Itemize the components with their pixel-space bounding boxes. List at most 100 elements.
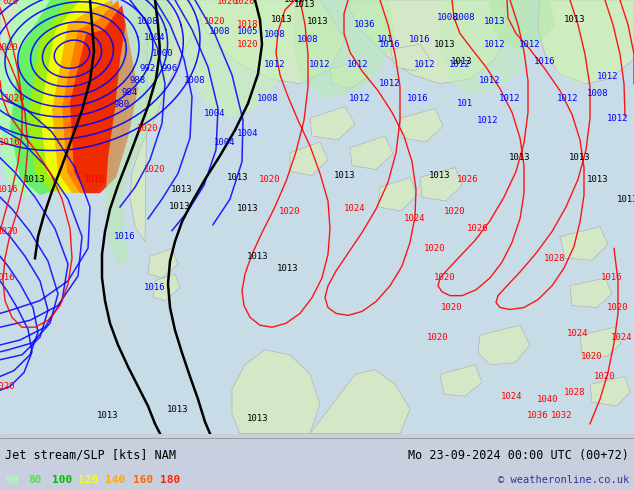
Text: 1016: 1016 — [407, 94, 429, 103]
Polygon shape — [400, 108, 443, 142]
Text: 1028: 1028 — [564, 388, 586, 397]
Text: 1013: 1013 — [564, 15, 586, 24]
Text: 1004: 1004 — [204, 109, 226, 118]
Text: 1020: 1020 — [237, 40, 259, 49]
Text: 1013: 1013 — [237, 204, 259, 214]
Text: 1018: 1018 — [237, 20, 259, 29]
Text: 1012: 1012 — [347, 60, 369, 69]
Polygon shape — [580, 327, 621, 357]
Text: 1013: 1013 — [247, 252, 269, 261]
Text: 1013: 1013 — [277, 264, 299, 272]
Polygon shape — [378, 177, 417, 211]
Polygon shape — [420, 168, 462, 201]
Text: 1020: 1020 — [4, 94, 26, 103]
Polygon shape — [390, 45, 430, 71]
Polygon shape — [195, 0, 345, 84]
Text: 1012: 1012 — [264, 60, 286, 69]
Text: 1013: 1013 — [271, 15, 293, 24]
Polygon shape — [290, 142, 328, 175]
Text: 1013: 1013 — [247, 415, 269, 423]
Polygon shape — [0, 0, 85, 79]
Polygon shape — [293, 0, 395, 98]
Text: 1024: 1024 — [567, 329, 589, 338]
Text: 1016: 1016 — [410, 35, 430, 44]
Text: 1016: 1016 — [0, 138, 21, 147]
Polygon shape — [28, 0, 115, 192]
Text: 1013: 1013 — [484, 17, 506, 26]
Text: 1020: 1020 — [424, 244, 446, 253]
Polygon shape — [560, 227, 608, 260]
Polygon shape — [180, 0, 295, 118]
Text: 1013: 1013 — [284, 0, 306, 4]
Text: 1012: 1012 — [309, 60, 331, 69]
Text: 988: 988 — [130, 76, 146, 85]
Polygon shape — [40, 0, 122, 193]
Polygon shape — [440, 0, 535, 95]
Text: 1020: 1020 — [204, 17, 226, 26]
Text: 120: 120 — [78, 475, 98, 485]
Polygon shape — [153, 274, 180, 300]
Polygon shape — [0, 0, 100, 197]
Text: 1012: 1012 — [349, 94, 371, 103]
Text: 80: 80 — [28, 475, 41, 485]
Text: 1012: 1012 — [597, 73, 619, 81]
Text: 1008: 1008 — [257, 94, 279, 103]
Text: 1016: 1016 — [601, 273, 623, 282]
Text: 1016: 1016 — [0, 185, 19, 194]
Text: 1020: 1020 — [234, 0, 256, 6]
Text: 1013: 1013 — [618, 195, 634, 203]
Text: 1008: 1008 — [297, 35, 319, 44]
Text: 1020: 1020 — [594, 372, 616, 381]
Text: 1026: 1026 — [457, 175, 479, 184]
Text: 1012: 1012 — [607, 114, 629, 123]
Text: 1008: 1008 — [137, 17, 158, 26]
Polygon shape — [105, 0, 175, 266]
Text: 1008: 1008 — [264, 30, 286, 39]
Text: 1008: 1008 — [454, 13, 476, 22]
Text: 1008: 1008 — [184, 76, 206, 85]
Text: 1020: 1020 — [0, 382, 16, 391]
Polygon shape — [440, 365, 482, 396]
Polygon shape — [62, 0, 133, 193]
Text: 1016: 1016 — [0, 273, 16, 282]
Text: 1012: 1012 — [557, 94, 579, 103]
Text: 1012: 1012 — [414, 60, 436, 69]
Text: 1013: 1013 — [569, 153, 591, 162]
Polygon shape — [310, 369, 410, 434]
Text: 1040: 1040 — [537, 394, 559, 404]
Text: 1013: 1013 — [167, 405, 189, 414]
Polygon shape — [130, 0, 200, 242]
Text: 1020: 1020 — [444, 207, 466, 217]
Text: 980: 980 — [114, 100, 130, 109]
Text: 1013: 1013 — [24, 175, 46, 184]
Text: 140: 140 — [105, 475, 126, 485]
Text: 1032: 1032 — [551, 412, 573, 420]
Polygon shape — [310, 106, 355, 140]
Polygon shape — [478, 325, 530, 365]
Text: 1012: 1012 — [379, 79, 401, 88]
Text: 1012: 1012 — [519, 40, 541, 49]
Polygon shape — [148, 248, 178, 278]
Text: 1028: 1028 — [544, 254, 566, 263]
Text: 1020: 1020 — [137, 123, 158, 133]
Text: 1024: 1024 — [404, 214, 426, 223]
Text: 020: 020 — [2, 0, 18, 6]
Polygon shape — [52, 0, 128, 193]
Text: 1013: 1013 — [294, 0, 316, 9]
Text: 1000: 1000 — [152, 49, 174, 58]
Text: 1020: 1020 — [0, 43, 19, 52]
Text: 1020: 1020 — [259, 175, 281, 184]
Polygon shape — [350, 0, 510, 84]
Text: 1013: 1013 — [334, 171, 356, 180]
Text: 160: 160 — [133, 475, 153, 485]
Text: 1020: 1020 — [427, 333, 449, 342]
Text: 1024: 1024 — [501, 392, 523, 401]
Polygon shape — [570, 278, 612, 308]
Text: 1013: 1013 — [429, 171, 451, 180]
Text: 1012: 1012 — [484, 40, 506, 49]
Text: 1012: 1012 — [450, 60, 471, 69]
Polygon shape — [330, 61, 368, 89]
Text: 1016: 1016 — [84, 175, 106, 184]
Text: 60: 60 — [5, 475, 18, 485]
Text: Jet stream/SLP [kts] NAM: Jet stream/SLP [kts] NAM — [5, 448, 176, 462]
